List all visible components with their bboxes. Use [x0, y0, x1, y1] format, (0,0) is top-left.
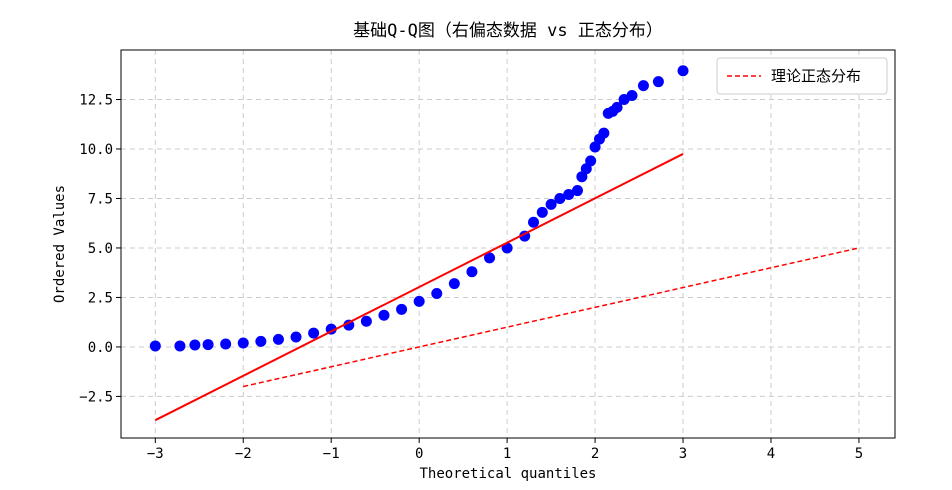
point — [554, 192, 566, 204]
point — [448, 278, 460, 290]
point — [626, 90, 638, 102]
legend-box — [716, 57, 888, 95]
y-tick-label: 5.0 — [88, 241, 113, 257]
point — [501, 242, 513, 254]
point — [174, 340, 186, 352]
point — [677, 65, 689, 77]
y-tick-label: −2.5 — [79, 389, 113, 405]
point — [484, 252, 496, 264]
x-axis-label: Theoretical quantiles — [419, 466, 596, 482]
x-tick-label: −3 — [147, 446, 164, 462]
point — [149, 340, 161, 352]
point — [598, 127, 610, 139]
point — [189, 339, 201, 351]
point — [652, 76, 664, 88]
y-tick-label: 10.0 — [79, 142, 113, 158]
point — [220, 338, 232, 350]
y-tick-label: 0.0 — [88, 340, 113, 356]
point — [202, 339, 214, 351]
point — [571, 185, 583, 197]
x-tick-label: −2 — [235, 446, 252, 462]
point — [431, 287, 443, 299]
point — [637, 80, 649, 92]
x-tick-label: 1 — [503, 446, 511, 462]
x-tick-label: 0 — [415, 446, 423, 462]
y-tick-label: 12.5 — [79, 92, 113, 108]
point — [237, 337, 249, 349]
point — [308, 327, 320, 339]
point — [536, 206, 548, 218]
fit-line — [154, 153, 684, 422]
point — [343, 319, 355, 331]
point — [585, 155, 597, 167]
point — [360, 315, 372, 327]
point — [290, 331, 302, 343]
x-tick-label: −1 — [323, 446, 340, 462]
point — [378, 309, 390, 321]
point — [611, 101, 623, 113]
x-tick-label: 3 — [679, 446, 687, 462]
point — [396, 303, 408, 315]
point — [545, 198, 557, 210]
reference-line — [243, 247, 860, 388]
point — [528, 216, 540, 228]
point — [272, 333, 284, 345]
y-tick-label: 7.5 — [88, 191, 113, 207]
x-tick-label: 5 — [855, 446, 863, 462]
legend-label: 理论正态分布 — [771, 67, 861, 85]
plot-frame — [120, 49, 896, 439]
x-tick-label: 4 — [767, 446, 775, 462]
y-axis-label: Ordered Values — [52, 185, 68, 303]
point — [466, 266, 478, 278]
x-tick-label: 2 — [591, 446, 599, 462]
point — [563, 189, 575, 201]
point — [413, 295, 425, 307]
y-tick-label: 2.5 — [88, 290, 113, 306]
chart-title: 基础Q-Q图（右偏态数据 vs 正态分布） — [353, 21, 663, 41]
point — [255, 335, 267, 347]
